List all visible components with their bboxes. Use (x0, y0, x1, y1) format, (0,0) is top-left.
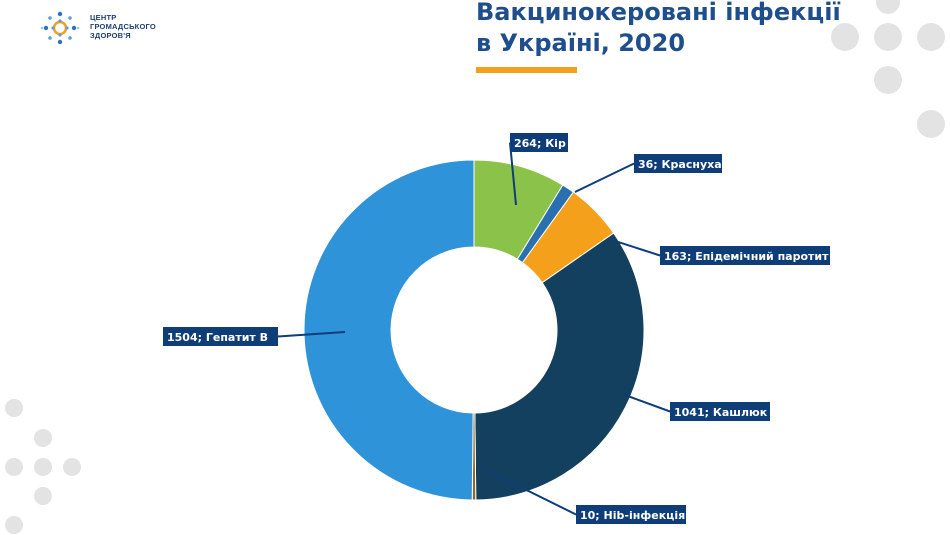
label-leader-lines (277, 142, 671, 516)
data-label-text-3: 1041; Кашлюк (674, 406, 768, 419)
data-label-text-0: 264; Кір (514, 137, 566, 150)
data-label-box-3 (670, 402, 770, 421)
leader-line-3 (624, 394, 671, 413)
data-label-box-0 (510, 133, 568, 152)
leader-line-1 (574, 162, 635, 193)
logo-line-2: ГРОМАДСЬКОГО (90, 22, 156, 31)
logo-line-1: ЦЕНТР (90, 13, 117, 22)
chart-title: Вакцинокеровані інфекції в Україні, 2020 (476, 0, 841, 59)
data-label-box-2 (660, 246, 830, 265)
organization-logo: ЦЕНТР ГРОМАДСЬКОГО ЗДОРОВ'Я (40, 8, 160, 48)
leader-line-0 (509, 142, 517, 206)
data-label-5: 1504; Гепатит B (163, 327, 278, 346)
chart-title-line-2: в Україні, 2020 (476, 29, 686, 57)
logo-dots-icon (40, 11, 80, 45)
data-label-text-2: 163; Епідемічний паротит (664, 250, 829, 263)
logo-line-3: ЗДОРОВ'Я (90, 31, 131, 40)
data-label-box-5 (163, 327, 278, 346)
data-label-1: 36; Краснуха (634, 154, 722, 173)
data-label-0: 264; Кір (510, 133, 568, 152)
logo-text: ЦЕНТР ГРОМАДСЬКОГО ЗДОРОВ'Я (90, 13, 156, 40)
leader-line-5 (277, 331, 346, 338)
chart-title-line-1: Вакцинокеровані інфекції (476, 0, 841, 26)
data-label-box-4 (576, 505, 686, 524)
data-label-4: 10; Hib-інфекція (576, 505, 686, 524)
data-labels: 264; Кір 36; Краснуха 163; Епідемічний пар… (163, 133, 830, 524)
data-label-3: 1041; Кашлюк (670, 402, 770, 421)
data-label-2: 163; Епідемічний паротит (660, 246, 830, 265)
slice-3 (474, 232, 645, 501)
data-label-text-4: 10; Hib-інфекція (580, 509, 685, 522)
data-label-box-1 (634, 154, 722, 173)
slice-5 (303, 159, 475, 501)
leader-line-4 (481, 467, 577, 516)
data-label-text-1: 36; Краснуха (638, 158, 722, 171)
leader-line-2 (611, 239, 661, 257)
donut-slices (303, 159, 645, 501)
title-underline (476, 67, 577, 73)
data-label-text-5: 1504; Гепатит B (167, 331, 268, 344)
